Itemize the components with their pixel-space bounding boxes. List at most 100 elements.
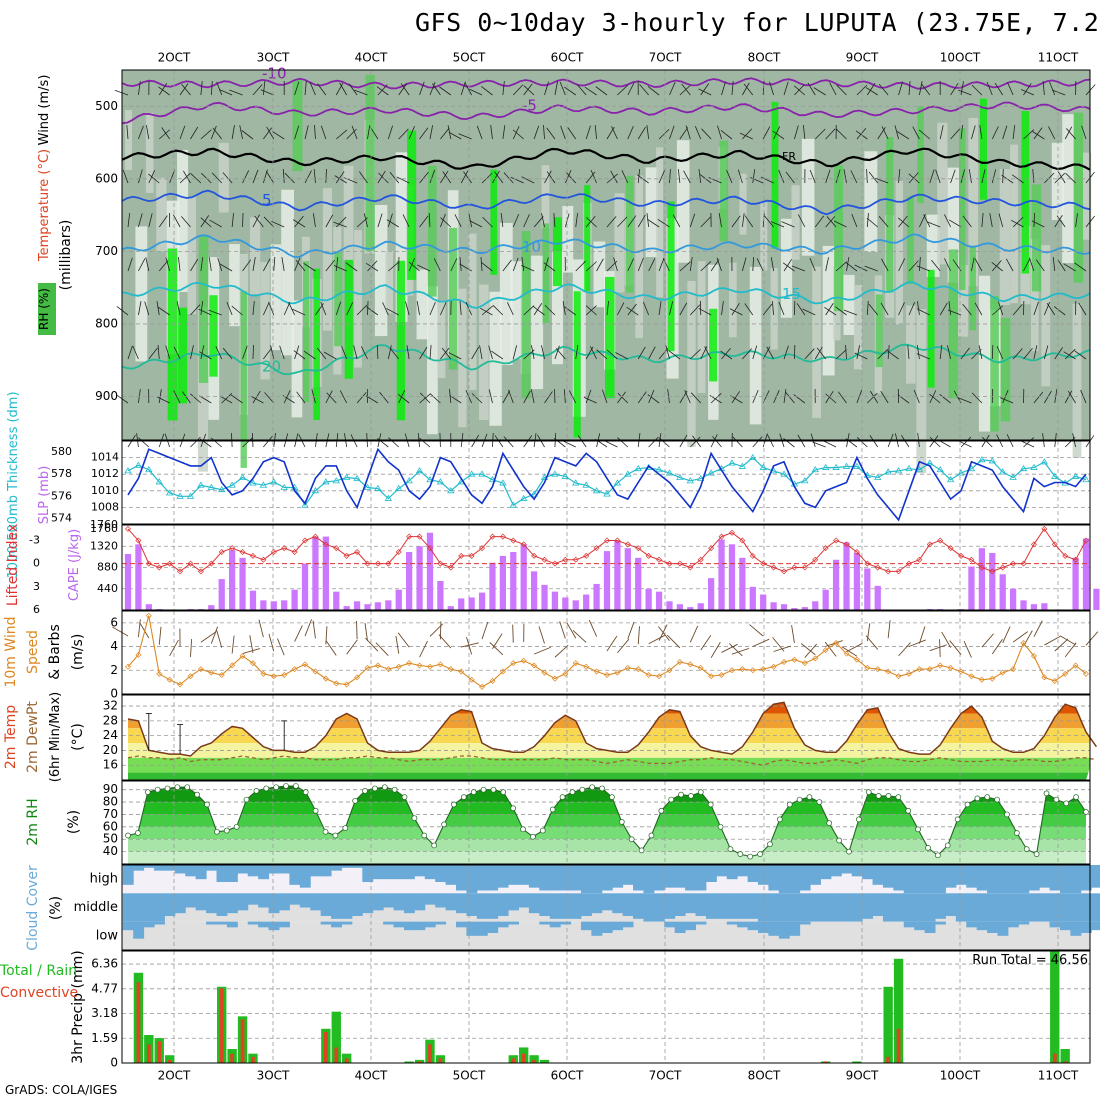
cloud-bar (789, 893, 801, 922)
wind-barb (348, 83, 358, 96)
rh-point (322, 828, 329, 835)
wind-barb (488, 389, 493, 404)
wind-barb (320, 125, 327, 140)
rh-point (283, 783, 289, 789)
temp-band (128, 772, 1090, 780)
wind-barb (157, 345, 160, 360)
dry-patch (1030, 238, 1039, 352)
cloud-bar (1039, 893, 1051, 922)
cape-bar (770, 602, 777, 610)
wind-barb-10m (112, 626, 129, 637)
wind-barb (492, 304, 504, 316)
wind-barb (894, 125, 899, 140)
rh-point (233, 823, 240, 830)
wind-barb (326, 392, 337, 404)
precip-conv-bar (1052, 1053, 1057, 1063)
wind-barb (533, 216, 544, 228)
wind-barb (836, 84, 847, 96)
rh-point (668, 796, 675, 803)
cloud-bar (1007, 893, 1019, 922)
wind-barb (138, 437, 150, 448)
wind-barb (898, 258, 906, 272)
y-tick-cape: 1320 (90, 539, 118, 552)
precip-total-bar (893, 958, 904, 1063)
wind-barb (503, 172, 514, 184)
rh-point (717, 823, 724, 830)
y-tick-precip: 6.36 (91, 957, 118, 971)
cape-bar (541, 584, 548, 610)
wind-barb (921, 83, 931, 96)
rh-point (381, 784, 388, 791)
thickness-point (853, 462, 861, 469)
wind-barb-10m (210, 626, 218, 644)
rh-point (1083, 809, 1089, 815)
cloud-bar (560, 893, 572, 919)
y-tick-temp: 24 (103, 728, 118, 742)
cloud-bar (841, 865, 853, 874)
cloud-bar (268, 893, 280, 914)
wind-barb (145, 257, 150, 272)
wind-barb (500, 213, 504, 228)
wind-barb (958, 440, 972, 448)
wind-barb-10m (481, 621, 489, 640)
wind-barb (201, 172, 212, 184)
wind-barb (1033, 345, 1038, 360)
cloud-bar (528, 893, 540, 914)
wind-barb (1051, 89, 1066, 96)
wind-barb (878, 83, 889, 96)
wind-barb-10m (981, 633, 994, 648)
cape-bar (1030, 604, 1038, 610)
wind-barb (960, 125, 963, 140)
wind-barb (585, 125, 591, 140)
wind-barb (419, 215, 429, 228)
cloud-bar (154, 865, 165, 871)
wind-barb (219, 395, 233, 404)
x-tick-bottom: 3OCT (257, 1069, 290, 1083)
x-tick-bottom: 7OCT (649, 1069, 682, 1083)
thickness-point (384, 494, 393, 501)
wind-barb (179, 173, 191, 184)
moist-patch (625, 175, 634, 293)
wind-speed-point (708, 673, 715, 680)
wind-barb (1031, 220, 1045, 228)
thickness-point (488, 475, 497, 483)
cloud-bar (476, 921, 488, 936)
rh-point (984, 794, 991, 800)
dry-patch (999, 168, 1010, 306)
wind-barb (606, 349, 618, 360)
cloud-bar (518, 865, 530, 885)
wind-barb (929, 437, 941, 448)
wind-barb (958, 89, 972, 96)
wind-barb (402, 214, 410, 228)
wind-barb-10m (216, 630, 223, 648)
wind-barb (807, 82, 816, 96)
slp-panel (121, 440, 1091, 525)
thickness-point (155, 478, 163, 485)
cloud-bar (976, 893, 988, 922)
cloud-bar (1049, 921, 1061, 928)
wind-barb (752, 257, 755, 272)
wind-barb (292, 308, 306, 316)
thickness-point (374, 484, 382, 491)
rh-point (460, 794, 467, 800)
moist-patch (719, 140, 729, 242)
wind-barb (783, 259, 793, 272)
rh-point (599, 785, 605, 792)
wind-barb (766, 346, 774, 360)
rh-point (905, 807, 912, 814)
cloud-bar (820, 893, 832, 922)
wind-barb (1032, 169, 1035, 184)
rh-point (1033, 851, 1040, 857)
cape-bar (1072, 557, 1079, 610)
precip-conv-bar (167, 1059, 172, 1063)
wind-barb (782, 262, 795, 272)
moist-patch (927, 269, 935, 388)
wind-barb (219, 263, 233, 272)
wind-barb (408, 125, 415, 140)
wind-barb-10m (658, 626, 670, 641)
dry-patch (916, 309, 927, 474)
thickness-point (395, 484, 403, 491)
wind-barb (502, 81, 505, 96)
wind-barb (264, 392, 275, 404)
wind-barb (492, 170, 500, 184)
